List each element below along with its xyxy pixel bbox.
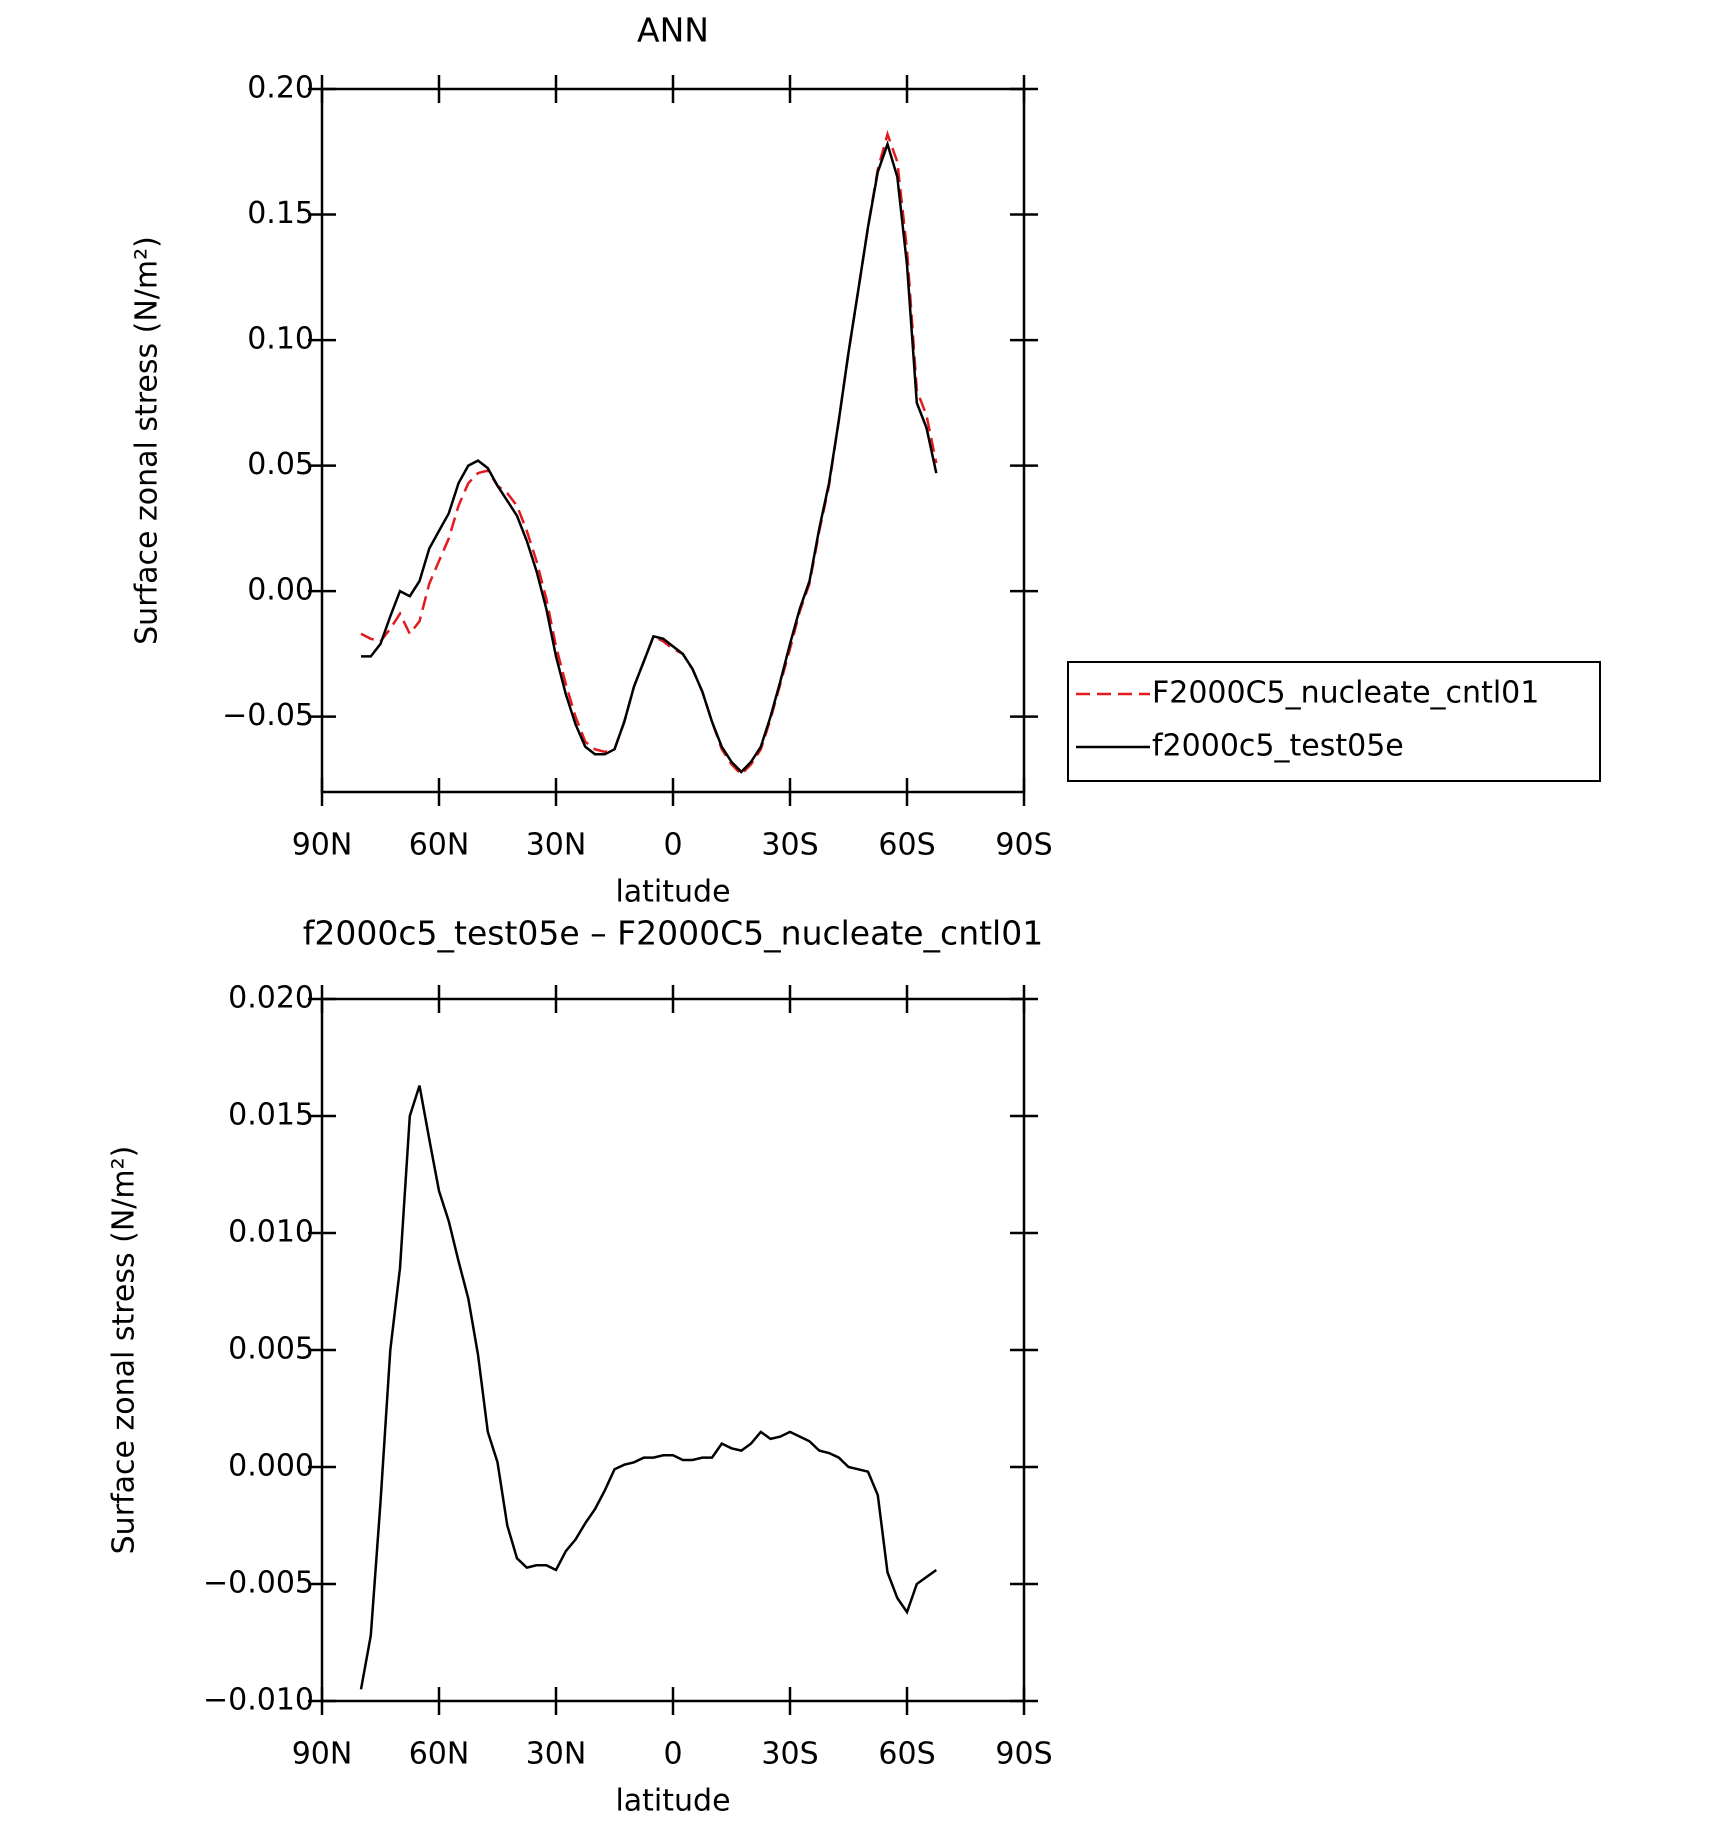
x-tick-label: 60N bbox=[409, 828, 470, 863]
plot-frame bbox=[320, 87, 1026, 794]
legend-label: f2000c5_test05e bbox=[1152, 729, 1404, 764]
x-axis-label: latitude bbox=[615, 875, 730, 910]
y-tick-label: 0.10 bbox=[247, 322, 314, 357]
y-tick-label: −0.010 bbox=[203, 1683, 314, 1718]
chart-title: f2000c5_test05e – F2000C5_nucleate_cntl0… bbox=[303, 914, 1043, 953]
y-tick-label: 0.05 bbox=[247, 447, 314, 482]
y-tick-label: 0.20 bbox=[247, 71, 314, 106]
x-tick-label: 60N bbox=[409, 1737, 470, 1772]
y-tick-label: 0.000 bbox=[228, 1449, 314, 1484]
x-tick-label: 30N bbox=[526, 828, 587, 863]
x-tick-label: 0 bbox=[663, 828, 682, 863]
y-tick-label: 0.020 bbox=[228, 981, 314, 1016]
y-tick-label: 0.15 bbox=[247, 196, 314, 231]
x-tick-label: 0 bbox=[663, 1737, 682, 1772]
series-line bbox=[360, 130, 938, 777]
chart-title: ANN bbox=[637, 11, 709, 50]
plot-frame bbox=[320, 997, 1026, 1703]
x-tick-label: 30S bbox=[761, 1737, 818, 1772]
x-tick-label: 60S bbox=[878, 828, 935, 863]
y-tick-label: −0.005 bbox=[203, 1566, 314, 1601]
y-tick-label: 0.010 bbox=[228, 1215, 314, 1250]
x-tick-label: 30S bbox=[761, 828, 818, 863]
x-tick-label: 60S bbox=[878, 1737, 935, 1772]
y-axis-label: Surface zonal stress (N/m²) bbox=[107, 1146, 142, 1555]
x-tick-label: 90S bbox=[995, 1737, 1052, 1772]
x-tick-label: 90N bbox=[292, 828, 353, 863]
y-tick-label: 0.00 bbox=[247, 573, 314, 608]
series-line bbox=[359, 1085, 938, 1690]
y-tick-label: 0.015 bbox=[228, 1098, 314, 1133]
y-axis-label: Surface zonal stress (N/m²) bbox=[130, 236, 165, 645]
x-axis-label: latitude bbox=[615, 1784, 730, 1819]
y-tick-label: −0.05 bbox=[222, 698, 314, 733]
x-tick-label: 30N bbox=[526, 1737, 587, 1772]
y-tick-label: 0.005 bbox=[228, 1332, 314, 1367]
legend-label: F2000C5_nucleate_cntl01 bbox=[1152, 676, 1539, 711]
x-tick-label: 90N bbox=[292, 1737, 353, 1772]
series-line bbox=[361, 140, 938, 774]
x-tick-label: 90S bbox=[995, 828, 1052, 863]
legend-box bbox=[1067, 661, 1601, 782]
